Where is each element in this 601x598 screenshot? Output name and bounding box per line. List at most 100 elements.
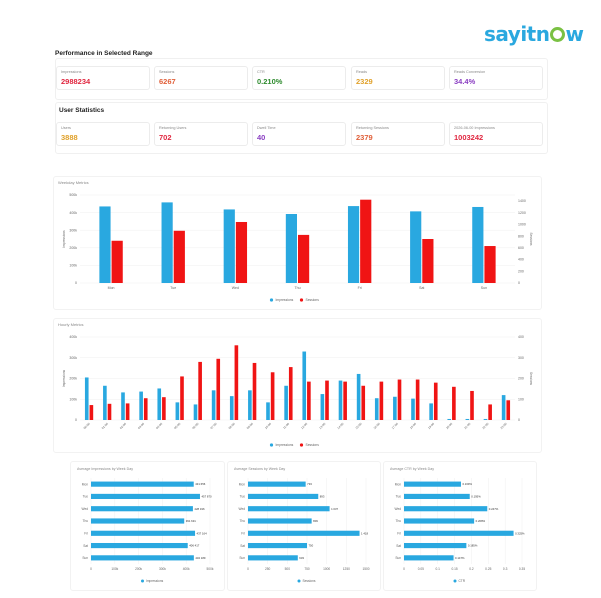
impressions-bar[interactable]	[393, 396, 397, 420]
x-tick-label: 20:00	[445, 422, 453, 430]
bar[interactable]	[404, 518, 475, 524]
user-stat-card: Returning Sessions 2379	[351, 122, 445, 146]
performance-card: Sessions 6267	[154, 66, 248, 90]
sessions-bar[interactable]	[360, 199, 372, 283]
impressions-bar[interactable]	[248, 390, 252, 420]
impressions-bar[interactable]	[285, 214, 297, 283]
bar[interactable]	[404, 481, 461, 487]
bar[interactable]	[91, 481, 194, 487]
sessions-bar[interactable]	[173, 230, 185, 283]
impressions-bar[interactable]	[266, 402, 270, 420]
bar[interactable]	[404, 555, 454, 561]
y2-tick-label: 800	[518, 234, 524, 238]
sessions-bar[interactable]	[506, 400, 511, 420]
bar-value-label: 1 037	[331, 507, 338, 511]
bar-value-label: 432 189	[195, 556, 206, 560]
bar[interactable]	[91, 493, 200, 500]
sessions-bar[interactable]	[252, 362, 257, 420]
user-stat-card: 2026-06-00 Impressions 1003242	[449, 122, 543, 146]
impressions-bar[interactable]	[121, 392, 125, 420]
sessions-bar[interactable]	[484, 246, 496, 283]
sessions-bar[interactable]	[143, 398, 148, 420]
impressions-bar[interactable]	[347, 206, 360, 283]
bar[interactable]	[404, 542, 467, 549]
impressions-bar[interactable]	[410, 211, 422, 283]
bar[interactable]	[91, 518, 185, 524]
impressions-bar[interactable]	[374, 398, 379, 420]
sessions-bar[interactable]	[288, 367, 293, 420]
sessions-bar[interactable]	[216, 358, 221, 420]
bar[interactable]	[248, 555, 298, 561]
impressions-bar[interactable]	[211, 390, 216, 420]
sessions-bar[interactable]	[234, 345, 239, 420]
bar[interactable]	[91, 542, 188, 549]
impressions-bar[interactable]	[411, 398, 415, 420]
impressions-bar[interactable]	[465, 418, 470, 420]
x-tick-label: 100k	[111, 567, 118, 571]
impressions-bar[interactable]	[157, 388, 162, 420]
impressions-bar[interactable]	[193, 404, 198, 420]
sessions-bar[interactable]	[325, 380, 329, 420]
y-tick-label: Tue	[396, 495, 402, 499]
impressions-bar[interactable]	[139, 391, 143, 420]
bar[interactable]	[248, 530, 360, 536]
impressions-bar[interactable]	[338, 380, 343, 420]
sessions-bar[interactable]	[422, 239, 434, 283]
x-tick-label: 0	[90, 567, 92, 571]
bar[interactable]	[91, 555, 194, 561]
sessions-bar[interactable]	[307, 381, 311, 420]
impressions-bar[interactable]	[447, 418, 452, 420]
sessions-bar[interactable]	[470, 390, 474, 420]
impressions-bar[interactable]	[99, 206, 111, 283]
sessions-bar[interactable]	[452, 386, 456, 420]
impressions-bar[interactable]	[472, 206, 484, 283]
impressions-bar[interactable]	[103, 385, 107, 420]
bar[interactable]	[248, 542, 307, 549]
bar[interactable]	[91, 506, 193, 512]
sessions-bar[interactable]	[125, 403, 130, 420]
bar[interactable]	[404, 506, 488, 512]
y-tick-label: Sun	[82, 556, 88, 560]
bar[interactable]	[91, 530, 196, 536]
x-tick-label: 0.1	[435, 567, 440, 571]
impressions-bar[interactable]	[223, 209, 235, 283]
impressions-bar[interactable]	[84, 377, 89, 420]
legend-label: CTR	[459, 579, 466, 583]
bar[interactable]	[248, 493, 319, 500]
bar[interactable]	[404, 530, 514, 536]
sessions-bar[interactable]	[89, 405, 94, 420]
impressions-bar[interactable]	[302, 351, 307, 420]
impressions-bar[interactable]	[161, 202, 173, 283]
sessions-bar[interactable]	[270, 372, 275, 420]
sessions-bar[interactable]	[433, 382, 438, 420]
sessions-bar[interactable]	[397, 379, 402, 420]
sessions-bar[interactable]	[162, 397, 166, 420]
impressions-bar[interactable]	[284, 385, 288, 420]
impressions-bar[interactable]	[429, 403, 433, 420]
x-tick-label: Mon	[108, 286, 115, 290]
bar[interactable]	[248, 481, 306, 487]
legend-label: Sessions	[303, 579, 316, 583]
impressions-bar[interactable]	[501, 395, 506, 420]
card-value: 40	[257, 133, 266, 142]
sessions-bar[interactable]	[379, 381, 384, 420]
sessions-bar[interactable]	[235, 221, 248, 283]
sessions-bar[interactable]	[198, 361, 202, 420]
impressions-bar[interactable]	[483, 418, 488, 420]
bar[interactable]	[404, 493, 470, 500]
bar[interactable]	[248, 506, 330, 512]
sessions-bar[interactable]	[107, 403, 112, 420]
impressions-bar[interactable]	[356, 373, 361, 420]
impressions-bar[interactable]	[229, 396, 234, 420]
sessions-bar[interactable]	[361, 385, 366, 420]
impressions-bar[interactable]	[320, 394, 325, 420]
x-tick-label: 23:00	[500, 422, 508, 430]
bar[interactable]	[248, 518, 312, 524]
sessions-bar[interactable]	[180, 376, 184, 420]
impressions-bar[interactable]	[175, 402, 180, 420]
sessions-bar[interactable]	[488, 404, 492, 420]
sessions-bar[interactable]	[111, 240, 123, 283]
sessions-bar[interactable]	[415, 379, 420, 420]
sessions-bar[interactable]	[298, 234, 310, 283]
sessions-bar[interactable]	[343, 381, 347, 420]
